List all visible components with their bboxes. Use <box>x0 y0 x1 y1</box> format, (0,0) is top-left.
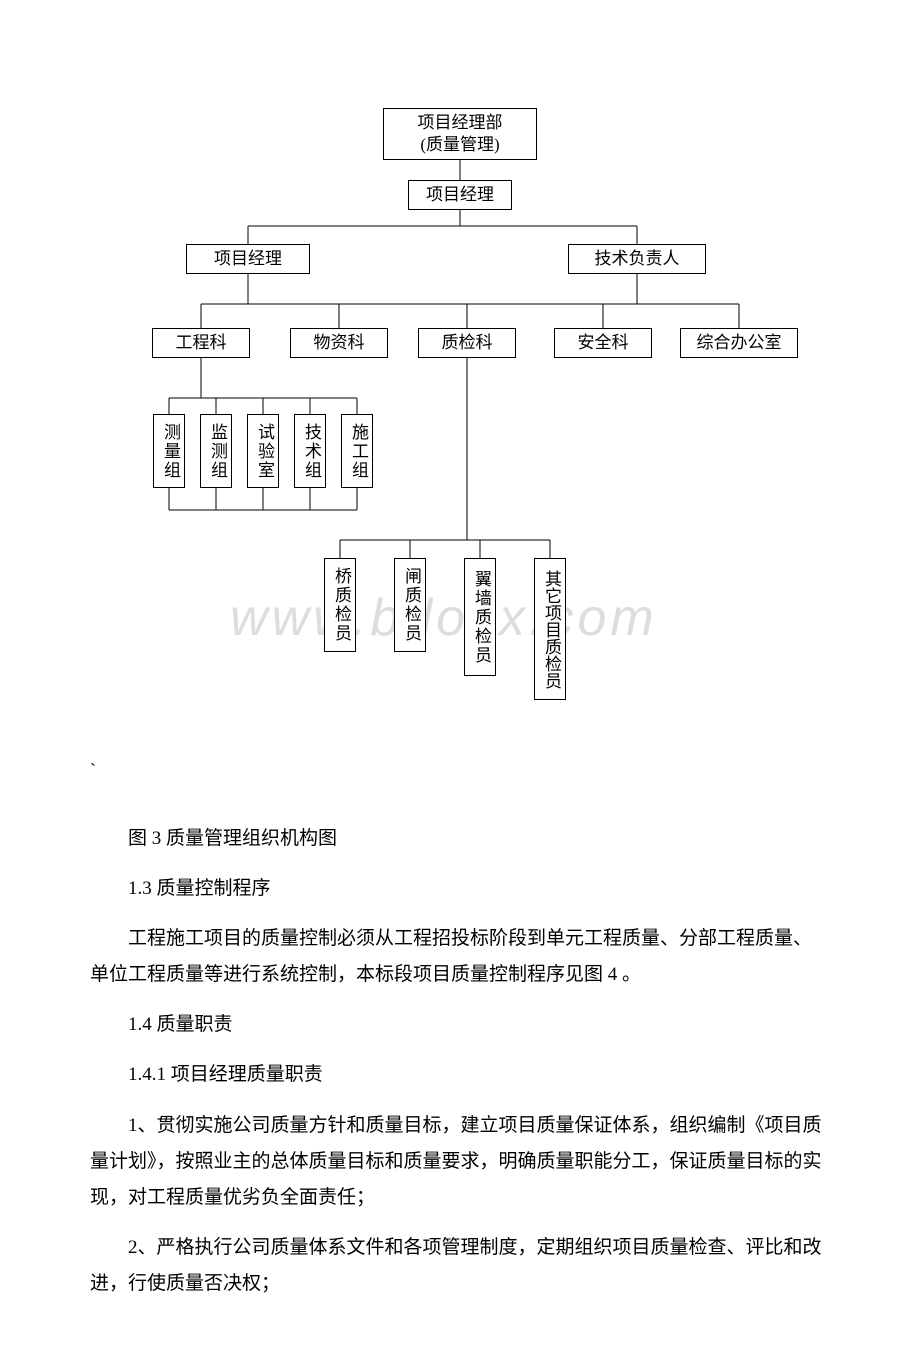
node-g1: 测量组 <box>153 414 185 488</box>
node-q1-label: 桥质检员 <box>331 567 351 643</box>
node-g2: 监测组 <box>200 414 232 488</box>
node-g3-label: 试验室 <box>254 423 274 480</box>
node-d3: 质检科 <box>418 328 516 358</box>
heading-1-3: 1.3 质量控制程序 <box>90 871 830 907</box>
node-d4-label: 安全科 <box>578 332 629 354</box>
node-pm-label: 项目经理 <box>426 184 494 206</box>
node-root: 项目经理部 (质量管理) <box>383 108 537 160</box>
heading-1-4-1: 1.4.1 项目经理质量职责 <box>90 1057 830 1093</box>
node-q2: 闸质检员 <box>394 558 426 652</box>
node-q2-label: 闸质检员 <box>401 567 421 643</box>
node-d3-label: 质检科 <box>442 332 493 354</box>
node-q1: 桥质检员 <box>324 558 356 652</box>
node-d1: 工程科 <box>152 328 250 358</box>
node-d1-label: 工程科 <box>176 332 227 354</box>
node-d2-label: 物资科 <box>314 332 365 354</box>
node-tech: 技术负责人 <box>568 244 706 274</box>
node-tech-label: 技术负责人 <box>595 248 680 270</box>
document-text: 图 3 质量管理组织机构图 1.3 质量控制程序 工程施工项目的质量控制必须从工… <box>0 821 920 1356</box>
org-chart-diagram: www.bdocx.com 项目经理部 (质量管理) 项目经理 项目经理 技术负… <box>0 0 920 730</box>
figure-caption: 图 3 质量管理组织机构图 <box>90 821 830 857</box>
stray-backtick: ` <box>0 760 920 781</box>
node-pm2-label: 项目经理 <box>214 248 282 270</box>
node-g1-label: 测量组 <box>160 423 180 480</box>
node-q3-label: 翼墙质检员 <box>471 570 491 665</box>
node-pm: 项目经理 <box>408 180 512 210</box>
paragraph-1: 工程施工项目的质量控制必须从工程招投标阶段到单元工程质量、分部工程质量、单位工程… <box>90 921 830 993</box>
node-g4: 技术组 <box>294 414 326 488</box>
node-q4-label: 其它项目质检员 <box>541 570 561 689</box>
paragraph-2: 1、贯彻实施公司质量方针和质量目标，建立项目质量保证体系，组织编制《项目质量计划… <box>90 1108 830 1216</box>
node-q4: 其它项目质检员 <box>534 558 566 700</box>
node-d4: 安全科 <box>554 328 652 358</box>
node-g2-label: 监测组 <box>207 423 227 480</box>
node-g5-label: 施工组 <box>348 423 368 480</box>
node-pm2: 项目经理 <box>186 244 310 274</box>
node-root-label1: 项目经理部 <box>418 112 503 134</box>
node-g4-label: 技术组 <box>301 423 321 480</box>
node-d5: 综合办公室 <box>680 328 798 358</box>
paragraph-3: 2、严格执行公司质量体系文件和各项管理制度，定期组织项目质量检查、评比和改进，行… <box>90 1230 830 1302</box>
node-d5-label: 综合办公室 <box>697 332 782 354</box>
node-q3: 翼墙质检员 <box>464 558 496 676</box>
node-g5: 施工组 <box>341 414 373 488</box>
node-g3: 试验室 <box>247 414 279 488</box>
node-root-label2: (质量管理) <box>420 134 499 156</box>
heading-1-4: 1.4 质量职责 <box>90 1007 830 1043</box>
node-d2: 物资科 <box>290 328 388 358</box>
